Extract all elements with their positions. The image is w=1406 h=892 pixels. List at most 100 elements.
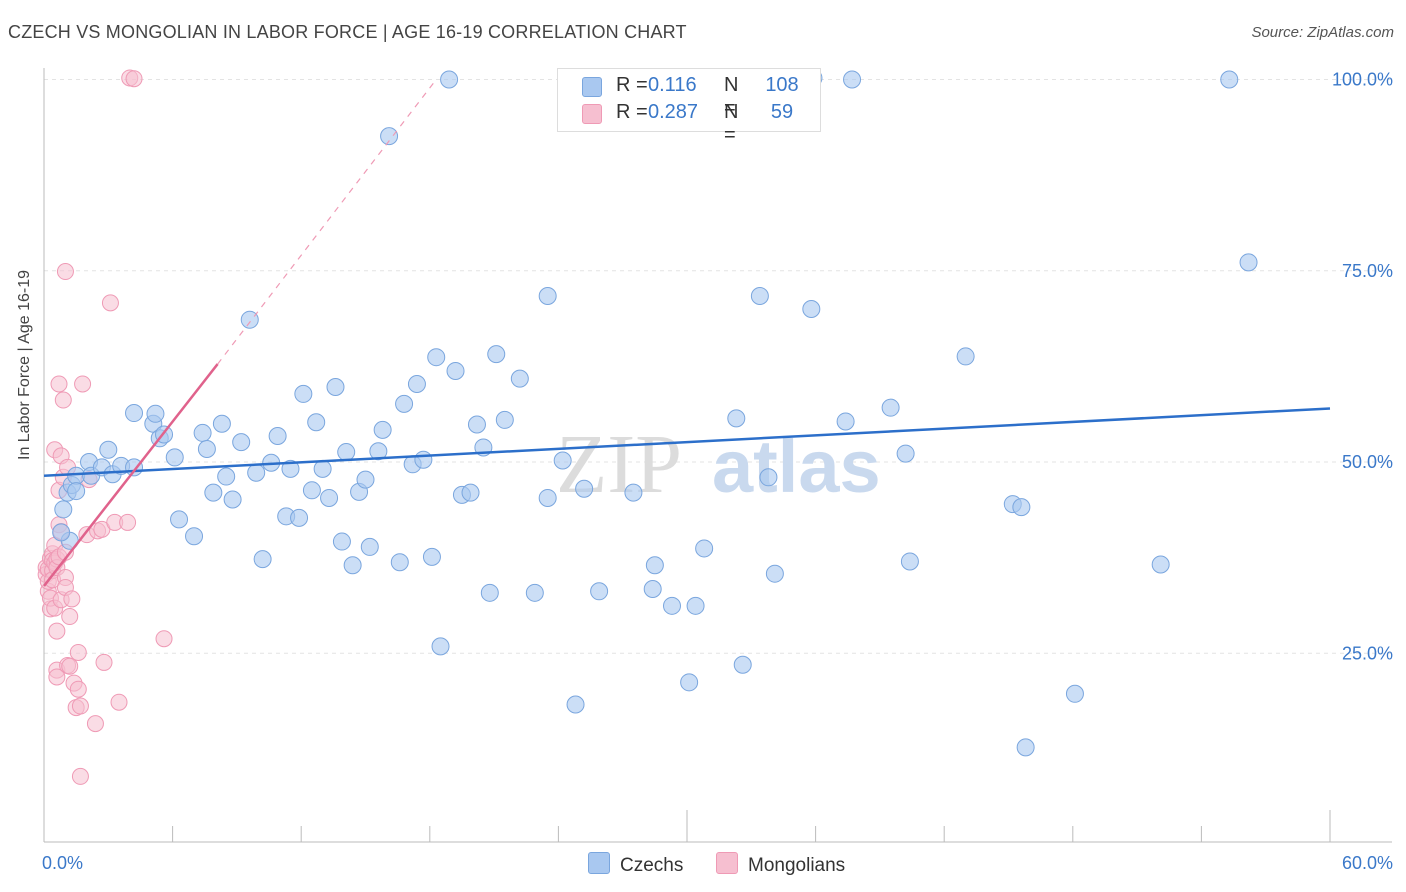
y-tick-label: 75.0% xyxy=(1342,261,1393,281)
czech-point xyxy=(247,463,266,482)
trend-lines xyxy=(43,79,1331,587)
czech-point xyxy=(165,448,184,467)
czech-point xyxy=(695,539,714,558)
czech-point xyxy=(380,127,399,146)
mongolian-point xyxy=(101,294,119,312)
czech-point xyxy=(1016,738,1035,757)
czech-point xyxy=(240,310,259,329)
czech-point xyxy=(431,637,450,656)
czech-point xyxy=(727,409,746,428)
czech-point xyxy=(510,369,529,388)
czech-point xyxy=(427,348,446,367)
mongolian-point xyxy=(54,391,72,409)
mongolian-point xyxy=(48,622,66,640)
czech-point xyxy=(320,488,339,507)
czech-point xyxy=(170,510,189,529)
czech-point xyxy=(461,483,480,502)
mongolian-point xyxy=(69,680,87,698)
czech-point xyxy=(525,583,544,602)
czech-point xyxy=(843,70,862,89)
mongolian-point xyxy=(48,668,66,686)
czechs-legend-label: Czechs xyxy=(620,855,684,876)
czechs-r-value: 0.116 xyxy=(648,74,697,96)
czech-point xyxy=(373,420,392,439)
czech-point xyxy=(326,378,345,397)
mongolians-n-label: N = xyxy=(724,101,739,146)
czech-point xyxy=(414,450,433,469)
czech-point xyxy=(680,673,699,692)
czech-point xyxy=(313,459,332,478)
mongolians-r-label: R = xyxy=(616,101,648,123)
czech-point xyxy=(467,415,486,434)
czech-point xyxy=(553,451,572,470)
czechs-n-value: 108 xyxy=(765,74,799,96)
czech-point xyxy=(343,556,362,575)
mongolians-swatch xyxy=(582,104,602,124)
czech-point xyxy=(302,481,321,500)
czech-point xyxy=(204,483,223,502)
legend-item-mongolians: Mongolians xyxy=(716,852,845,877)
czech-point xyxy=(212,414,231,433)
czech-point xyxy=(193,423,212,442)
czech-point xyxy=(67,466,86,485)
czech-point xyxy=(407,374,426,393)
czech-point xyxy=(765,564,784,583)
mongolians-legend-swatch xyxy=(716,852,738,874)
czech-point xyxy=(268,426,287,445)
czech-point xyxy=(1065,684,1084,703)
czech-point xyxy=(575,479,594,498)
czech-point xyxy=(125,404,144,423)
mongolians-trend-extension xyxy=(217,79,437,365)
y-tick-label: 25.0% xyxy=(1342,643,1393,663)
czech-point xyxy=(836,412,855,431)
czech-point xyxy=(896,444,915,463)
czech-point xyxy=(290,508,309,527)
czech-point xyxy=(337,443,356,462)
czech-point xyxy=(440,70,459,89)
czechs-r-label: R = xyxy=(616,74,648,96)
mongolian-point xyxy=(125,70,143,88)
mongolian-point xyxy=(95,653,113,671)
czech-point xyxy=(422,547,441,566)
czech-point xyxy=(686,596,705,615)
czech-point xyxy=(1220,70,1239,89)
mongolian-point xyxy=(71,767,89,785)
czechs-legend-swatch xyxy=(588,852,610,874)
tick-labels: 25.0% 50.0% 75.0% 100.0% 0.0% 60.0% xyxy=(42,70,1393,874)
mongolian-point xyxy=(50,375,68,393)
czech-point xyxy=(487,345,506,364)
czech-point xyxy=(253,550,272,569)
czech-point xyxy=(750,286,769,305)
correlation-legend: R = 0.116 N = 108 R = 0.287 N = 59 xyxy=(557,68,821,146)
czech-point xyxy=(759,468,778,487)
czech-point xyxy=(146,404,165,423)
czech-point xyxy=(624,483,643,502)
czech-point xyxy=(52,523,71,542)
source-label: Source: ZipAtlas.com xyxy=(1251,24,1394,41)
czechs-trend-line xyxy=(43,407,1331,478)
mongolian-point xyxy=(71,697,89,715)
czech-point xyxy=(538,488,557,507)
mongolian-point xyxy=(61,657,79,675)
axes xyxy=(43,68,1392,843)
czech-point xyxy=(662,596,681,615)
czechs-swatch xyxy=(582,77,602,97)
czech-point xyxy=(197,439,216,458)
mongolians-trend-line xyxy=(43,363,219,587)
mongolians-n-value: 59 xyxy=(770,101,794,123)
czech-point xyxy=(881,398,900,417)
mongolian-point xyxy=(86,715,104,733)
czech-point xyxy=(307,413,326,432)
czech-point xyxy=(566,695,585,714)
czech-point xyxy=(480,583,499,602)
mongolians-legend-label: Mongolians xyxy=(748,855,846,876)
mongolian-point xyxy=(155,630,173,648)
czech-point xyxy=(1012,498,1031,517)
mongolian-point xyxy=(110,693,128,711)
czech-point xyxy=(900,552,919,571)
czech-point xyxy=(643,579,662,598)
czech-point xyxy=(645,556,664,575)
czech-point xyxy=(54,500,73,519)
czech-point xyxy=(802,300,821,318)
